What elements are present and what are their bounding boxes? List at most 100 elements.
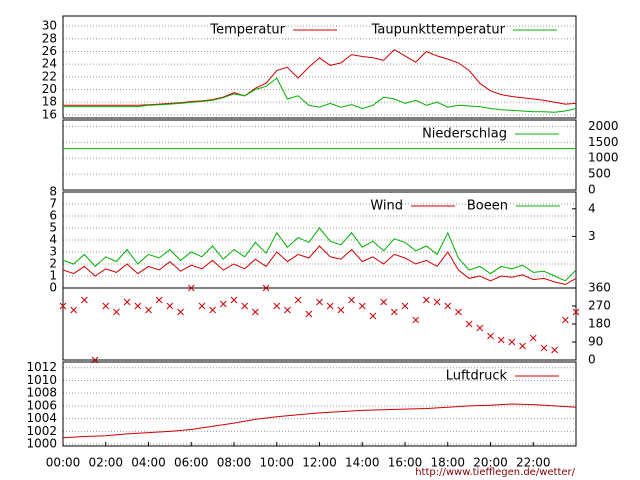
y-tick-label: 28 xyxy=(42,31,57,45)
direction-marker xyxy=(540,344,548,352)
direction-marker xyxy=(219,300,227,308)
y-tick-label: 1010 xyxy=(26,373,57,387)
direction-marker xyxy=(252,308,259,316)
direction-marker xyxy=(284,306,291,314)
direction-marker xyxy=(561,316,569,324)
y-tick-label: 6 xyxy=(49,209,57,223)
series-line xyxy=(63,77,577,113)
direction-marker xyxy=(155,296,163,304)
direction-marker xyxy=(519,342,526,350)
series-line xyxy=(63,48,577,106)
panel-frame xyxy=(62,119,577,191)
direction-marker xyxy=(433,298,441,306)
direction-marker xyxy=(337,306,345,314)
y2-tick-label: 1000 xyxy=(588,151,619,165)
panel-frame xyxy=(62,15,577,119)
direction-marker xyxy=(326,302,334,310)
direction-marker xyxy=(529,334,537,342)
direction-marker xyxy=(262,284,270,292)
y2-tick-label: 2000 xyxy=(588,119,619,133)
y2-tick-label: 90 xyxy=(588,335,603,349)
y2-tick-label: 270 xyxy=(588,299,611,313)
direction-marker xyxy=(380,298,387,306)
y2-tick-label: 1500 xyxy=(588,135,619,149)
y-tick-label: 4 xyxy=(49,233,57,247)
legend-label: Wind xyxy=(370,199,403,214)
direction-marker xyxy=(508,338,516,346)
y2-tick-label: 4 xyxy=(588,201,596,215)
direction-marker xyxy=(444,302,452,310)
y-tick-label: 0 xyxy=(49,281,57,295)
direction-marker xyxy=(241,302,249,310)
y-tick-label: 2 xyxy=(49,257,57,271)
y-tick-label: 30 xyxy=(42,19,57,33)
legend-label: Luftdruck xyxy=(446,369,508,384)
x-tick-label: 00:00 xyxy=(46,456,81,470)
y2-tick-label: 0 xyxy=(588,183,596,197)
y2-tick-label: 3 xyxy=(588,229,596,243)
legend-label: Niederschlag xyxy=(422,127,507,142)
y-tick-label: 1002 xyxy=(26,424,57,438)
series-line xyxy=(62,403,577,439)
x-tick-label: 12:00 xyxy=(302,456,337,470)
y-tick-label: 1000 xyxy=(26,437,57,451)
y-tick-label: 26 xyxy=(42,44,57,58)
direction-marker xyxy=(401,302,409,310)
direction-marker xyxy=(412,316,420,324)
y-tick-label: 1012 xyxy=(26,360,57,374)
y-tick-label: 7 xyxy=(49,197,57,211)
direction-marker xyxy=(70,306,78,314)
x-tick-label: 06:00 xyxy=(174,456,209,470)
direction-marker xyxy=(230,296,238,304)
direction-marker xyxy=(294,296,302,304)
direction-marker xyxy=(476,324,484,332)
y-tick-label: 22 xyxy=(42,69,57,83)
direction-marker xyxy=(81,296,88,304)
direction-marker xyxy=(177,308,184,316)
direction-marker xyxy=(390,308,398,316)
y-tick-label: 1008 xyxy=(26,386,57,400)
direction-marker xyxy=(551,346,558,354)
x-tick-label: 16:00 xyxy=(388,456,423,470)
direction-marker xyxy=(497,336,505,344)
y2-tick-label: 500 xyxy=(588,167,611,181)
direction-marker xyxy=(348,296,355,304)
direction-marker xyxy=(59,302,67,310)
x-tick-label: 22:00 xyxy=(516,456,551,470)
direction-marker xyxy=(316,298,323,306)
direction-marker xyxy=(198,302,206,310)
series-line xyxy=(62,245,577,285)
y-tick-label: 1004 xyxy=(26,411,57,425)
y-tick-label: 3 xyxy=(49,245,57,259)
y2-tick-label: 180 xyxy=(588,317,611,331)
y-tick-label: 1006 xyxy=(26,398,57,412)
direction-marker xyxy=(369,312,377,320)
y2-tick-label: 0 xyxy=(588,353,596,367)
direction-marker xyxy=(134,302,142,310)
y-tick-label: 1 xyxy=(49,269,57,283)
direction-marker xyxy=(487,332,494,340)
y-tick-label: 16 xyxy=(42,107,57,121)
x-tick-label: 04:00 xyxy=(131,456,166,470)
direction-marker xyxy=(209,306,216,314)
y-tick-label: 20 xyxy=(42,82,57,96)
panel-frame xyxy=(62,287,577,361)
y-tick-label: 8 xyxy=(49,185,57,199)
legend-label: Temperatur xyxy=(209,23,285,38)
direction-marker xyxy=(358,302,366,310)
direction-marker xyxy=(102,302,110,310)
y2-tick-label: 360 xyxy=(588,281,611,295)
direction-marker xyxy=(166,302,174,310)
y-tick-label: 18 xyxy=(42,95,57,109)
direction-marker xyxy=(423,296,430,304)
direction-marker xyxy=(305,310,313,318)
x-tick-label: 02:00 xyxy=(88,456,123,470)
direction-marker xyxy=(187,284,195,292)
y-tick-label: 5 xyxy=(49,221,57,235)
direction-marker xyxy=(145,306,152,314)
y-tick-label: 24 xyxy=(42,57,57,71)
legend-label: Taupunkttemperatur xyxy=(371,23,506,38)
x-tick-label: 14:00 xyxy=(345,456,380,470)
direction-marker xyxy=(465,320,473,328)
